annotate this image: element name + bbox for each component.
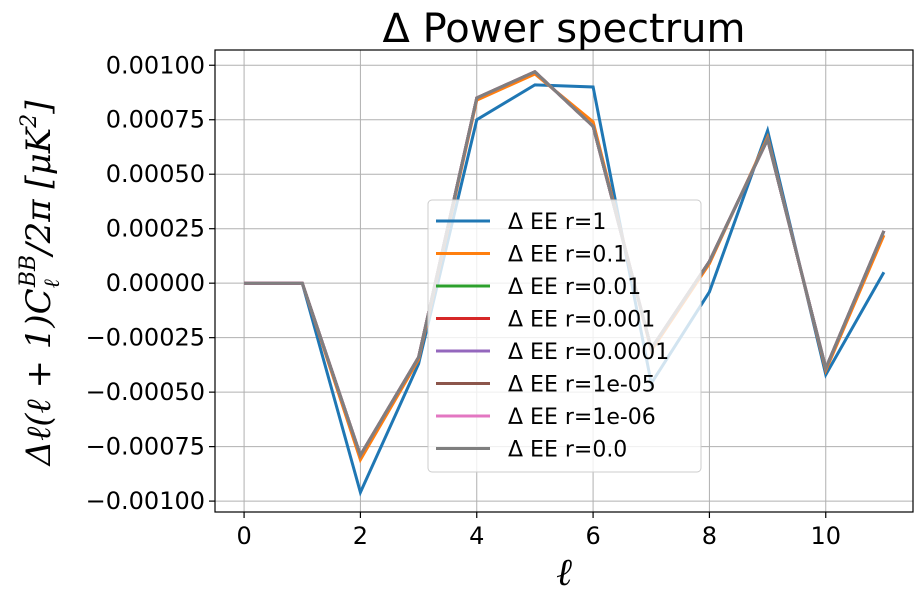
x-tick-label: 8 [702,522,717,550]
legend-box [427,199,702,473]
x-tick-label: 10 [810,522,841,550]
y-ticks: 0.00100 0.00075 0.00050 0.00025 0.00000 −0.00… [86,51,215,515]
x-tick-label: 6 [585,522,600,550]
y-axis-label-suffix: ] [19,100,59,115]
series-line [244,70,886,459]
y-tick-label: −0.00075 [86,433,205,461]
legend-label: Δ EE r=0.01 [508,275,641,300]
legend-label: Δ EE r=0.1 [508,243,627,268]
y-axis-label-sup: BB [16,255,41,288]
y-tick-label: 0.00000 [106,269,205,297]
x-tick-label: 4 [469,522,484,550]
legend-label: Δ EE r=0.001 [508,308,655,333]
y-tick-label: 0.00075 [106,106,205,134]
y-tick-label: −0.00025 [86,324,205,352]
legend-label: Δ EE r=0.0001 [508,340,669,365]
y-tick-label: −0.00100 [86,487,205,515]
y-tick-label: 0.00025 [106,215,205,243]
x-axis-label: ℓ [556,550,572,594]
plot-frame [214,49,914,513]
legend-label: Δ EE r=0.0 [508,438,627,463]
plot-lines [244,70,886,497]
legend-label: Δ EE r=1 [508,210,606,235]
y-axis-label: Δℓ(ℓ + 1)CℓBB/2π [μK2] [16,100,65,468]
y-axis-label-sup2: 2 [17,114,42,129]
chart-title: Δ Power spectrum [382,6,745,52]
y-axis-label-sub: ℓ [40,278,65,288]
y-tick-label: 0.00100 [106,51,205,79]
legend: Δ EE r=1 Δ EE r=0.1 Δ EE r=0.01 Δ EE r=0.00… [427,199,702,473]
x-ticks: 0 2 4 6 8 10 [236,512,841,550]
y-tick-label: 0.00050 [106,160,205,188]
y-tick-label: −0.00050 [86,378,205,406]
legend-label: Δ EE r=1e-05 [508,373,656,398]
legend-label: Δ EE r=1e-06 [508,405,656,430]
y-axis-label-mid: /2π [μK [19,125,59,258]
x-tick-label: 2 [353,522,368,550]
y-axis-label-prefix: Δℓ(ℓ + 1)C [19,288,59,467]
x-tick-label: 0 [236,522,251,550]
